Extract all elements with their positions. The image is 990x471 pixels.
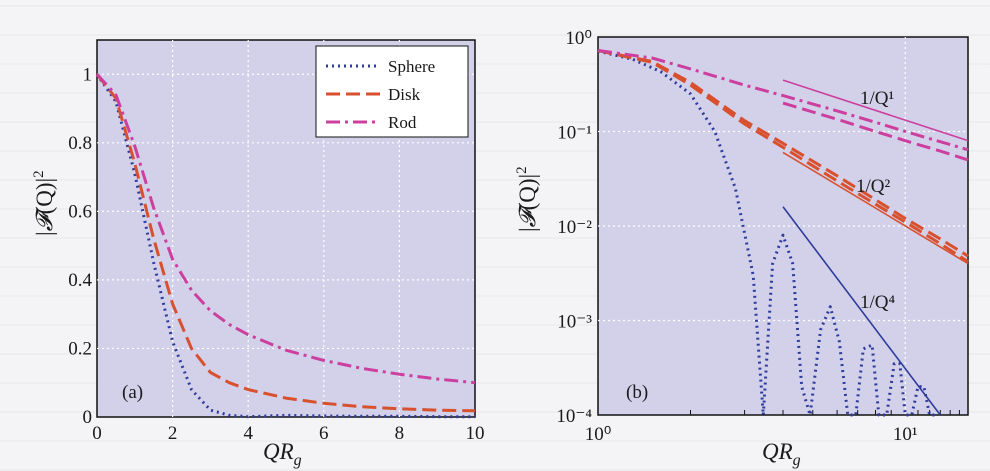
panel-a-legend: Sphere Disk Rod bbox=[315, 45, 469, 138]
panel-b-y-axis-label: |𝓕(Q)|2 bbox=[514, 166, 540, 232]
panel-b-grid bbox=[598, 37, 969, 415]
panel-b: 10⁰ 10¹ 10⁰ 10⁻¹ 10⁻² 10⁻³ 10⁻⁴ 1/Q¹ 1/Q² 1/Q⁴… bbox=[514, 28, 969, 469]
legend-label-disk: Disk bbox=[388, 85, 421, 104]
legend-label-sphere: Sphere bbox=[388, 57, 435, 76]
y-tick-label-0: 0 bbox=[83, 407, 93, 428]
log-y-tick-label-2: 10⁻² bbox=[557, 217, 592, 238]
series-line-disk bbox=[597, 49, 969, 258]
y-tick-label-1: 1 bbox=[83, 64, 93, 85]
panel-a-series bbox=[95, 73, 476, 419]
guide-label-1-over-q4: 1/Q⁴ bbox=[860, 292, 896, 313]
series-line-sphere bbox=[597, 49, 936, 417]
x-tick-label-8: 8 bbox=[395, 423, 405, 444]
log-y-tick-label-0: 10⁰ bbox=[565, 28, 592, 49]
series-line-rod bbox=[597, 49, 969, 152]
y-tick-label-0-6: 0.6 bbox=[68, 201, 92, 222]
x-tick-label-4: 4 bbox=[243, 423, 253, 444]
x-tick-label-6: 6 bbox=[319, 423, 329, 444]
guide-label-1-over-q1: 1/Q¹ bbox=[860, 88, 895, 109]
guide-line-1 bbox=[782, 151, 969, 265]
guide-label-1-over-q2: 1/Q² bbox=[856, 176, 891, 197]
series-line-rod bbox=[95, 73, 476, 385]
y-tick-label-0-4: 0.4 bbox=[68, 270, 92, 291]
log-x-tick-label-1: 10¹ bbox=[893, 424, 918, 445]
panel-a-y-axis-label: |𝓕(Q)|2 bbox=[31, 170, 57, 236]
panel-a-x-axis-label: QRg bbox=[263, 439, 302, 469]
log-y-tick-label-1: 10⁻¹ bbox=[557, 123, 592, 144]
panel-b-label: (b) bbox=[626, 382, 648, 403]
legend-label-rod: Rod bbox=[388, 113, 417, 132]
x-tick-label-2: 2 bbox=[168, 423, 178, 444]
y-tick-label-0-8: 0.8 bbox=[68, 133, 92, 154]
log-x-tick-label-0: 10⁰ bbox=[585, 424, 612, 445]
log-y-tick-label-3: 10⁻³ bbox=[557, 312, 592, 333]
x-tick-label-0: 0 bbox=[92, 423, 102, 444]
series-line-disk-2 bbox=[597, 49, 969, 263]
x-tick-label-10: 10 bbox=[466, 423, 485, 444]
panel-b-tick-labels: 10⁰ 10¹ 10⁰ 10⁻¹ 10⁻² 10⁻³ 10⁻⁴ bbox=[556, 28, 918, 445]
panel-a: 0 2 4 6 8 10 0 0.2 0.4 0.6 0.8 1 Sphere Disk Rod (a… bbox=[31, 39, 485, 469]
panel-a-label: (a) bbox=[122, 382, 143, 403]
log-y-tick-label-4: 10⁻⁴ bbox=[556, 406, 592, 427]
panel-b-series bbox=[597, 49, 969, 417]
panel-a-tick-labels: 0 2 4 6 8 10 0 0.2 0.4 0.6 0.8 1 bbox=[68, 64, 484, 444]
guide-line-0 bbox=[782, 79, 969, 142]
legend-box bbox=[315, 45, 469, 138]
y-tick-label-0-2: 0.2 bbox=[68, 338, 92, 359]
panel-b-x-axis-label: QRg bbox=[762, 439, 801, 469]
series-line-rod-2 bbox=[782, 101, 969, 162]
guide-line-2 bbox=[782, 206, 941, 416]
panel-b-guides bbox=[782, 79, 969, 416]
series-line-disk bbox=[95, 73, 476, 413]
series-line-sphere bbox=[95, 73, 475, 419]
